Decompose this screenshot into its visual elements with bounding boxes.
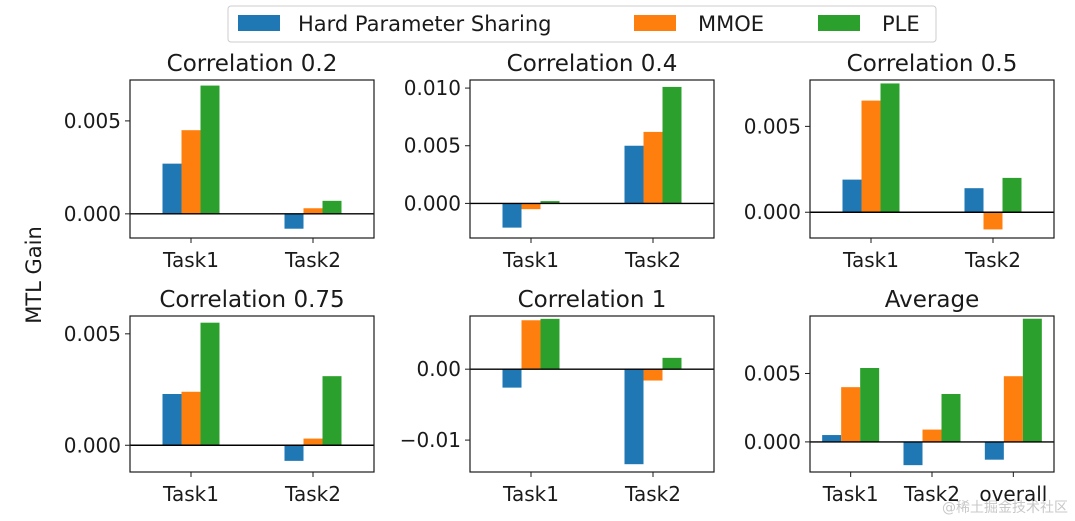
bar <box>284 445 304 461</box>
bar <box>1022 318 1042 442</box>
x-tick-label: Task2 <box>964 248 1021 272</box>
subplot-title: Correlation 0.2 <box>167 51 338 77</box>
subplot-1: Correlation 0.2 Task1 Task2 0.000 0.005 <box>64 51 375 272</box>
legend-swatch-ple <box>818 15 860 31</box>
bar <box>162 163 182 214</box>
x-tick-label: Task1 <box>822 482 879 506</box>
bar <box>922 429 942 442</box>
x-tick-label: Task2 <box>624 248 681 272</box>
x-tick-label: overall <box>979 482 1047 506</box>
y-tick-label: 0.005 <box>744 361 801 385</box>
bar <box>983 212 1003 230</box>
legend-label-ple: PLE <box>882 12 920 36</box>
bar <box>822 435 842 442</box>
bar <box>502 369 522 388</box>
subplot-2: Correlation 0.4 Task1 Task2 0.000 0.005 0.010 <box>404 51 715 272</box>
y-tick-label: 0.005 <box>744 114 801 138</box>
axes-frame <box>469 79 715 239</box>
subplot-5: Correlation 1 Task1 Task2 −0.01 0.00 <box>400 287 715 506</box>
axes-frame <box>809 79 1055 239</box>
axes-frame <box>129 79 375 239</box>
subplot-6: Average Task1 Task2 overall 0.000 0.005 <box>744 287 1055 506</box>
x-tick-label: Task1 <box>842 248 899 272</box>
y-tick-label: 0.000 <box>404 191 461 215</box>
y-tick-label: 0.000 <box>64 433 121 457</box>
y-tick-label: 0.000 <box>64 202 121 226</box>
y-tick-label: 0.005 <box>404 134 461 158</box>
bar <box>624 369 644 465</box>
y-tick-label: 0.000 <box>744 200 801 224</box>
bar <box>322 200 342 214</box>
bar <box>643 131 663 204</box>
y-tick-label: 0.005 <box>64 109 121 133</box>
bar <box>303 438 323 446</box>
bar <box>162 394 182 446</box>
y-tick-label: −0.01 <box>400 428 461 452</box>
bar <box>521 320 541 370</box>
bar <box>903 441 923 466</box>
x-tick-label: Task2 <box>284 248 341 272</box>
bar <box>1003 376 1023 442</box>
legend-box <box>227 5 937 43</box>
bar <box>181 391 201 446</box>
subplot-3: Correlation 0.5 Task1 Task2 0.000 0.005 <box>744 51 1055 272</box>
y-tick-label: 0.00 <box>416 357 461 381</box>
x-tick-label: Task1 <box>162 482 219 506</box>
y-tick-label: 0.005 <box>64 322 121 346</box>
bar <box>540 318 560 370</box>
bar <box>842 179 862 213</box>
bar <box>624 145 644 204</box>
bar <box>200 322 220 446</box>
bar <box>181 130 201 214</box>
x-tick-label: Task1 <box>502 482 559 506</box>
x-tick-label: Task2 <box>284 482 341 506</box>
subplot-title: Correlation 1 <box>518 287 667 313</box>
bar <box>964 188 984 213</box>
legend-label-hps: Hard Parameter Sharing <box>298 12 551 36</box>
x-tick-label: Task2 <box>903 482 960 506</box>
bar <box>662 86 682 204</box>
bar <box>880 83 900 213</box>
subplot-4: Correlation 0.75 Task1 Task2 0.000 0.005 <box>64 287 375 506</box>
y-tick-label: 0.010 <box>404 76 461 100</box>
shared-ylabel: MTL Gain <box>22 226 46 324</box>
bar <box>941 394 961 442</box>
bar <box>200 85 220 214</box>
bar <box>860 368 880 442</box>
bar <box>322 376 342 446</box>
axes-frame <box>809 315 1055 473</box>
bar <box>303 208 323 214</box>
legend: Hard Parameter Sharing MMOE PLE <box>227 5 937 43</box>
axes-frame <box>469 315 715 473</box>
bar <box>1002 177 1022 213</box>
bar <box>540 201 560 204</box>
x-tick-label: Task1 <box>162 248 219 272</box>
subplot-title: Correlation 0.5 <box>847 51 1018 77</box>
bar <box>643 369 663 381</box>
legend-swatch-hps <box>238 15 280 31</box>
bar <box>841 387 861 442</box>
bar <box>662 357 682 370</box>
x-tick-label: Task2 <box>624 482 681 506</box>
bar <box>861 100 881 213</box>
subplot-title: Correlation 0.4 <box>507 51 678 77</box>
bar <box>502 203 522 228</box>
watermark-text: @稀土掘金技术社区 <box>942 500 1068 516</box>
subplot-title: Correlation 0.75 <box>159 287 344 313</box>
bar <box>284 213 304 229</box>
legend-label-mmoe: MMOE <box>698 12 764 36</box>
x-tick-label: Task1 <box>502 248 559 272</box>
y-tick-label: 0.000 <box>744 430 801 454</box>
axes-frame <box>129 315 375 473</box>
subplot-title: Average <box>885 287 979 313</box>
bar <box>984 441 1004 460</box>
bar <box>521 203 541 210</box>
legend-swatch-mmoe <box>634 15 676 31</box>
